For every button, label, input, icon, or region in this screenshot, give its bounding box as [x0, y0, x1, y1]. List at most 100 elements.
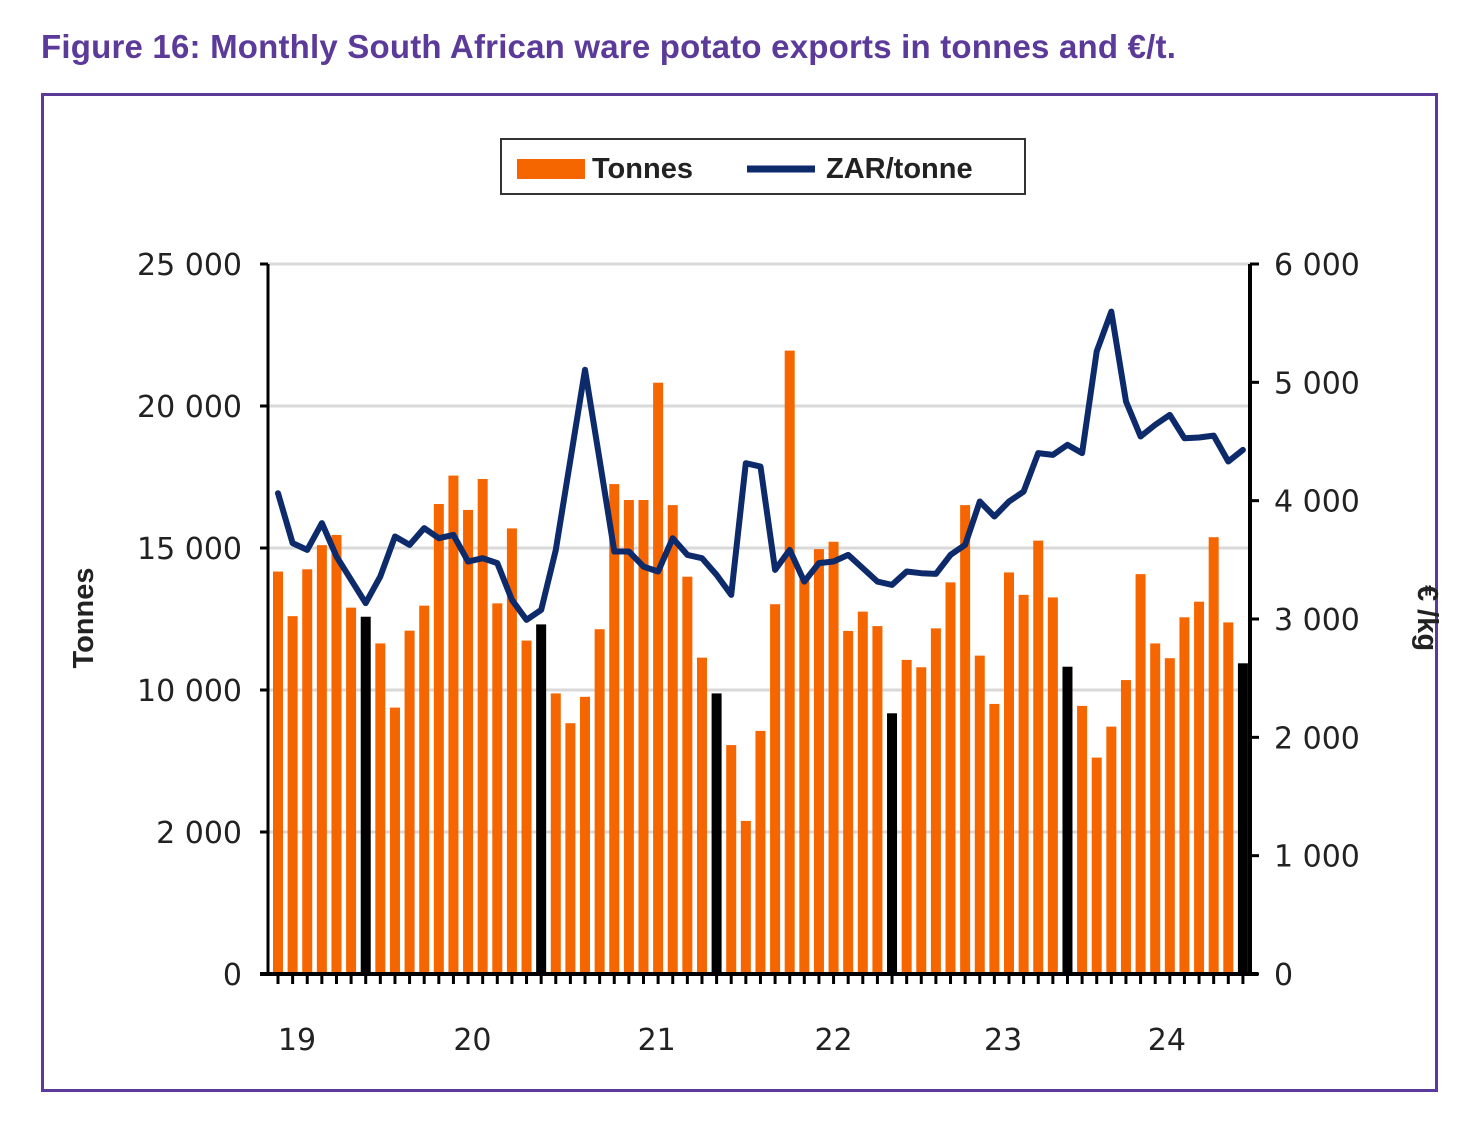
bar	[1164, 658, 1175, 974]
bar	[389, 707, 400, 974]
bar	[726, 745, 737, 974]
x-tick-label: 20	[453, 1023, 491, 1058]
left-tick-label: 20 000	[137, 390, 242, 425]
left-axis-ticks: 0 2 000 10 000 15 000 20 000 25 000	[137, 248, 268, 993]
bar	[1150, 643, 1161, 974]
bar	[273, 571, 283, 974]
bar	[653, 382, 664, 974]
right-tick-label: 5 000	[1274, 366, 1360, 401]
line-zar-per-tonne	[275, 308, 1246, 623]
series-line	[275, 308, 1246, 623]
bar	[463, 509, 474, 974]
bar	[989, 703, 1000, 974]
bar	[316, 545, 327, 974]
bar	[667, 505, 678, 974]
bar	[433, 503, 444, 974]
bar	[945, 582, 956, 974]
bar	[1179, 617, 1190, 974]
bar	[930, 628, 941, 974]
x-tick-label: 24	[1148, 1023, 1186, 1058]
bar-highlight	[360, 616, 371, 974]
left-tick-label: 25 000	[137, 248, 242, 283]
left-axis-title: Tonnes	[68, 568, 100, 669]
bar	[1047, 597, 1058, 974]
bar-highlight	[1062, 666, 1073, 974]
bar	[565, 723, 576, 974]
bar	[404, 630, 415, 974]
x-axis-labels: 19 20 21 22 23 24	[278, 1023, 1186, 1058]
bar	[448, 475, 459, 974]
bar	[770, 604, 781, 974]
x-tick-label: 22	[814, 1023, 852, 1058]
bar	[1091, 757, 1102, 974]
bar	[1106, 726, 1117, 974]
legend-label-zar-per-tonne: ZAR/tonne	[826, 153, 973, 185]
bar	[331, 534, 342, 974]
bar	[960, 505, 971, 974]
bar	[623, 500, 634, 974]
right-tick-label: 3 000	[1274, 603, 1360, 638]
right-tick-label: 1 000	[1274, 840, 1360, 875]
bar-highlight	[887, 713, 898, 974]
bar	[580, 696, 591, 974]
bar	[287, 616, 298, 974]
left-tick-label: 2 000	[156, 816, 242, 851]
left-tick-label: 0	[223, 958, 242, 993]
bars-tonnes	[273, 350, 1248, 974]
right-tick-label: 2 000	[1274, 721, 1360, 756]
right-axis-ticks: 0 1 000 2 000 3 000 4 000 5 000 6 000	[1250, 248, 1360, 993]
x-tick-label: 19	[278, 1023, 316, 1058]
bar	[843, 630, 854, 974]
bar	[916, 667, 927, 974]
bar	[375, 643, 386, 974]
right-tick-label: 6 000	[1274, 248, 1360, 283]
bar	[346, 607, 357, 974]
bar	[550, 693, 561, 974]
bar	[1208, 537, 1219, 974]
right-tick-label: 0	[1274, 958, 1293, 993]
left-tick-label: 15 000	[137, 532, 242, 567]
bar	[813, 549, 824, 974]
bar	[1120, 680, 1131, 974]
bar	[740, 820, 751, 974]
bar	[506, 528, 517, 974]
bar	[901, 659, 912, 974]
bar	[1194, 601, 1205, 974]
bar	[784, 350, 795, 974]
legend-label-tonnes: Tonnes	[592, 153, 693, 185]
bar	[419, 605, 430, 974]
bar	[1033, 540, 1044, 974]
bar	[302, 569, 313, 974]
bar	[1223, 622, 1234, 974]
bar	[828, 541, 839, 974]
bar	[755, 730, 766, 974]
right-tick-label: 4 000	[1274, 485, 1360, 520]
bar	[594, 629, 605, 974]
bar	[477, 478, 488, 974]
bar	[682, 576, 693, 974]
bar	[1077, 705, 1088, 974]
bar	[872, 626, 883, 974]
legend: Tonnes ZAR/tonne	[500, 138, 1026, 195]
x-tick-label: 23	[984, 1023, 1022, 1058]
figure-title: Figure 16: Monthly South African ware po…	[41, 28, 1177, 65]
bar	[799, 579, 810, 974]
bar	[609, 484, 620, 974]
x-axis-ticks	[276, 974, 1245, 984]
legend-swatch-tonnes	[517, 159, 585, 179]
bar	[1135, 574, 1146, 974]
bar	[857, 611, 868, 974]
bar-highlight	[536, 624, 547, 974]
bar	[1018, 594, 1029, 974]
bar	[521, 640, 532, 974]
right-axis-title: € /kg	[1411, 585, 1443, 651]
bar-highlight	[1237, 663, 1248, 974]
left-tick-label: 10 000	[137, 674, 242, 709]
bar-highlight	[711, 693, 722, 974]
x-tick-label: 21	[638, 1023, 676, 1058]
bar	[492, 603, 503, 974]
bar	[638, 500, 649, 974]
bar	[974, 655, 985, 974]
bar	[1004, 572, 1014, 974]
